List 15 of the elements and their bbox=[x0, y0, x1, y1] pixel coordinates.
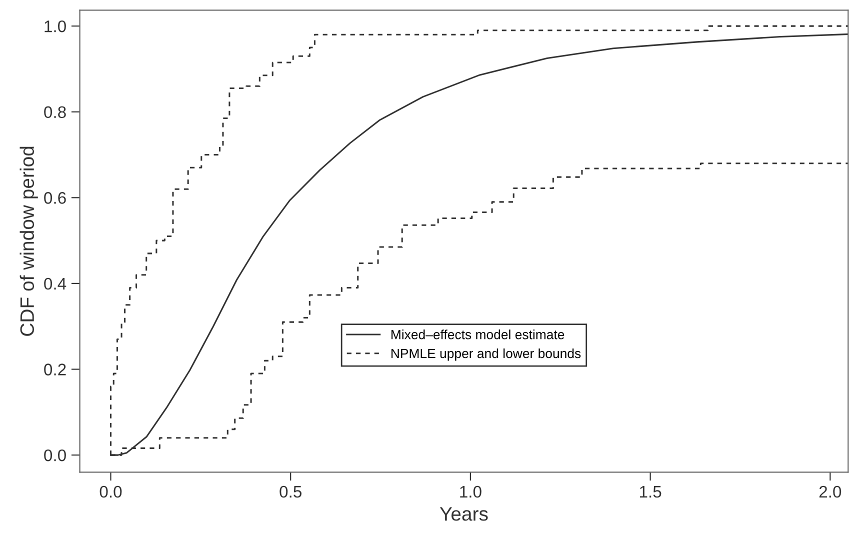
x-tick-label: 1.0 bbox=[460, 486, 482, 498]
x-tick-label: 0.0 bbox=[100, 486, 122, 498]
x-tick-label: 2.0 bbox=[819, 486, 842, 498]
y-tick-label: 1.0 bbox=[44, 20, 66, 32]
y-tick-label: 0.2 bbox=[44, 364, 66, 376]
y-tick-label: 0.6 bbox=[44, 192, 66, 204]
legend-label: NPMLE upper and lower bounds bbox=[391, 348, 581, 361]
y-tick-label: 0.4 bbox=[44, 278, 66, 290]
x-tick-label: 1.5 bbox=[640, 486, 662, 498]
x-axis-title: Years bbox=[440, 507, 488, 521]
x-tick-label: 0.5 bbox=[280, 486, 302, 498]
legend-label: Mixed–effects model estimate bbox=[391, 330, 564, 340]
y-tick-label: 0.0 bbox=[44, 449, 66, 462]
y-tick-label: 0.8 bbox=[44, 106, 66, 118]
y-axis-title: CDF of window period bbox=[20, 146, 38, 336]
